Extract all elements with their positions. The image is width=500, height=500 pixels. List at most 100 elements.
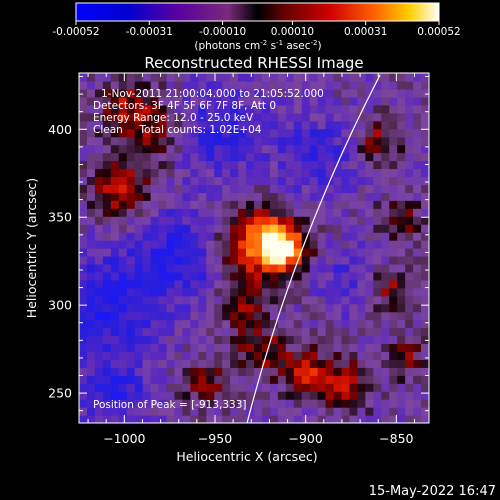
heatmap-cell (126, 335, 136, 345)
heatmap-cell (102, 73, 112, 82)
heatmap-cell (158, 407, 168, 416)
heatmap-cell (142, 255, 152, 265)
heatmap-cell (421, 319, 429, 329)
heatmap-cell (269, 383, 279, 392)
heatmap-cell (110, 255, 120, 265)
heatmap-cell (333, 415, 343, 423)
heatmap-cell (79, 311, 88, 321)
heatmap-cell (222, 287, 231, 297)
heatmap-cell (182, 383, 191, 392)
heatmap-cell (381, 232, 390, 241)
heatmap-cell (230, 128, 239, 138)
heatmap-cell (421, 104, 429, 114)
heatmap-cell (373, 367, 382, 376)
heatmap-cell (94, 144, 104, 154)
heatmap-cell (285, 407, 295, 416)
heatmap-cell (190, 399, 199, 408)
heatmap-cell (86, 176, 96, 185)
heatmap-cell (214, 295, 223, 305)
heatmap-cell (389, 279, 398, 289)
heatmap-cell (118, 335, 128, 345)
heatmap-cell (333, 152, 343, 162)
heatmap-cell (126, 160, 136, 170)
heatmap-cell (261, 192, 271, 201)
heatmap-cell (277, 136, 287, 146)
heatmap-cell (118, 224, 128, 233)
heatmap-cell (365, 160, 374, 170)
heatmap-cell (413, 200, 422, 209)
heatmap-cell (405, 96, 414, 106)
heatmap-cell (158, 263, 168, 273)
heatmap-cell (214, 407, 223, 416)
heatmap-cell (142, 216, 152, 225)
heatmap-cell (413, 335, 422, 345)
heatmap-cell (389, 359, 398, 368)
heatmap-cell (325, 287, 335, 297)
heatmap-cell (373, 415, 382, 423)
heatmap-cell (126, 80, 136, 90)
heatmap-cell (413, 383, 422, 392)
heatmap-cell (150, 136, 160, 146)
heatmap-cell (349, 152, 359, 162)
heatmap-cell (397, 176, 406, 185)
heatmap-cell (269, 399, 279, 408)
heatmap-cell (365, 271, 374, 281)
heatmap-cell (166, 104, 176, 114)
heatmap-cell (333, 248, 343, 257)
heatmap-cell (182, 375, 191, 384)
heatmap-cell (110, 415, 120, 423)
heatmap-cell (94, 208, 104, 217)
heatmap-cell (349, 287, 359, 297)
heatmap-cell (174, 208, 184, 217)
heatmap-cell (134, 192, 144, 201)
heatmap-cell (190, 407, 199, 416)
heatmap-cell (110, 287, 120, 297)
heatmap-cell (174, 136, 184, 146)
heatmap-cell (325, 184, 335, 193)
heatmap-cell (246, 120, 255, 130)
heatmap-cell (341, 128, 351, 138)
heatmap-cell (118, 407, 128, 416)
heatmap-cell (79, 152, 88, 162)
heatmap-cell (309, 391, 319, 400)
heatmap-cell (365, 263, 374, 273)
heatmap-cell (349, 383, 359, 392)
heatmap-cell (222, 415, 231, 423)
heatmap-cell (254, 208, 263, 217)
heatmap-cell (405, 232, 414, 241)
heatmap-cell (214, 168, 223, 178)
heatmap-cell (102, 391, 112, 400)
heatmap-cell (142, 327, 152, 337)
heatmap-cell (349, 168, 359, 178)
heatmap-cell (389, 144, 398, 154)
heatmap-cell (102, 255, 112, 265)
heatmap-cell (94, 112, 104, 122)
heatmap-cell (381, 96, 390, 106)
heatmap-cell (86, 359, 96, 368)
heatmap-cell (285, 216, 295, 225)
heatmap-cell (413, 136, 422, 146)
heatmap-cell (277, 295, 287, 305)
heatmap-cell (79, 128, 88, 138)
heatmap-cell (214, 375, 223, 384)
heatmap-cell (158, 232, 168, 241)
heatmap-cell (166, 176, 176, 185)
heatmap-cell (277, 240, 287, 249)
heatmap-cell (381, 271, 390, 281)
heatmap-cell (317, 232, 327, 241)
heatmap-cell (198, 224, 207, 233)
heatmap-cell (397, 128, 406, 138)
heatmap-cell (238, 136, 247, 146)
heatmap-cell (150, 391, 160, 400)
heatmap-cell (86, 73, 96, 82)
heatmap-cell (389, 255, 398, 265)
heatmap-cell (341, 327, 351, 337)
heatmap-cell (413, 160, 422, 170)
heatmap-cell (413, 359, 422, 368)
heatmap-cell (238, 367, 247, 376)
heatmap-cell (317, 391, 327, 400)
heatmap-cell (94, 255, 104, 265)
heatmap-cell (142, 240, 152, 249)
heatmap-cell (397, 96, 406, 106)
heatmap-cell (254, 240, 263, 249)
